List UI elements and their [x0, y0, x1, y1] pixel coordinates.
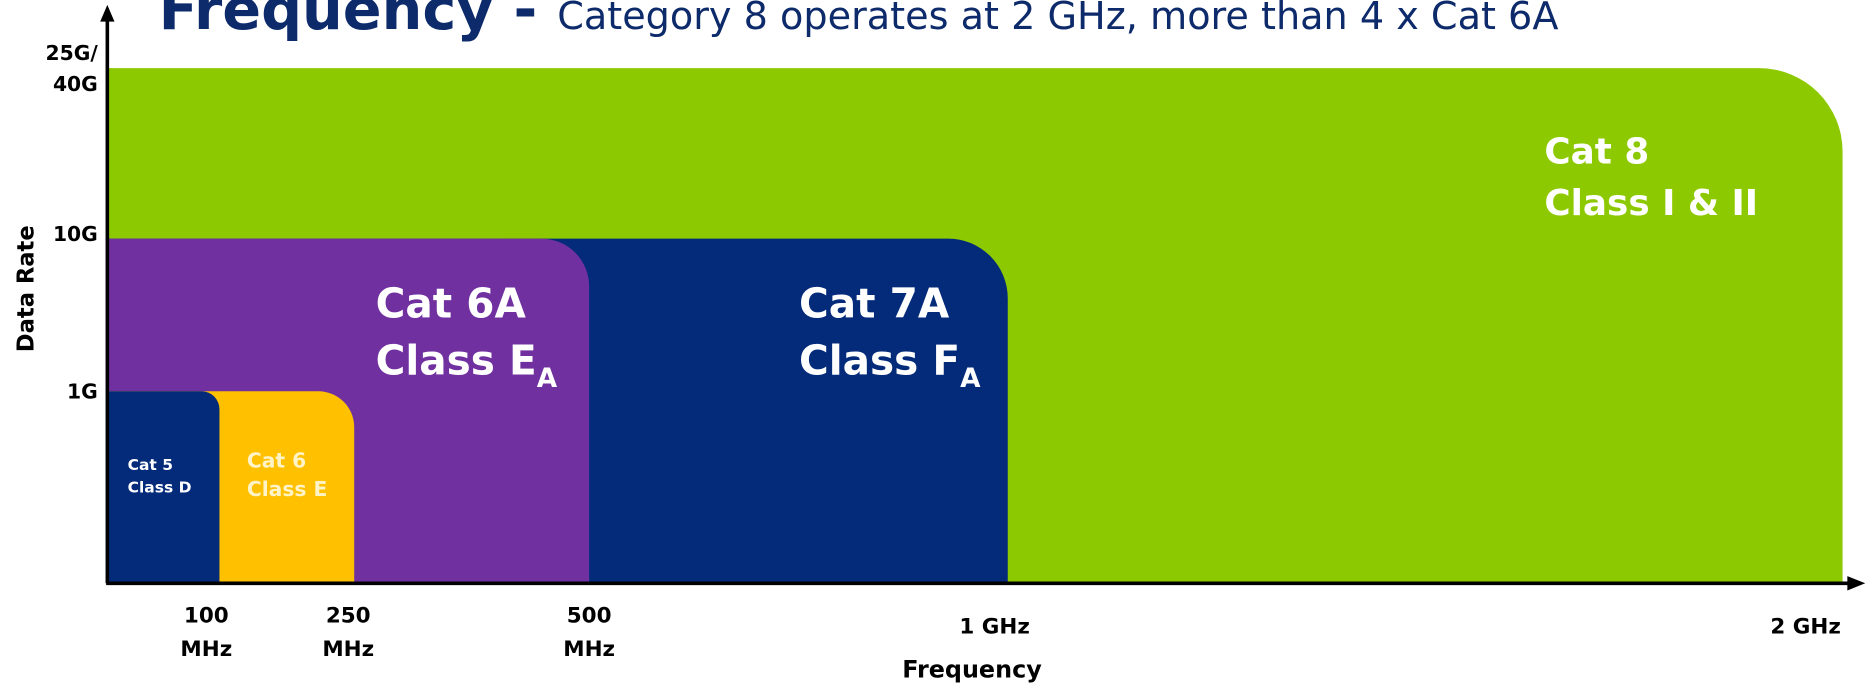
title: Frequency - Category 8 operates at 2 GHz…	[159, 0, 1559, 43]
region-label: Cat 8	[1544, 132, 1649, 173]
axes	[100, 4, 1866, 591]
y-tick-label: 40G	[53, 72, 98, 96]
region-label: Class E	[247, 477, 328, 501]
region-label: Cat 6A	[376, 279, 527, 327]
region-subscript: A	[537, 364, 558, 394]
y-tick-label: 1G	[67, 379, 98, 403]
x-tick-label: 2 GHz	[1770, 614, 1840, 639]
region-label: Class I & II	[1544, 183, 1758, 224]
region-label: Class D	[128, 479, 192, 497]
region-class: Class I & II	[1544, 183, 1758, 224]
region-subscript: A	[960, 364, 981, 394]
x-tick-label: 250	[326, 604, 371, 629]
title-sub: Category 8 operates at 2 GHz, more than …	[557, 0, 1558, 38]
region-class: Class E	[376, 337, 537, 385]
x-tick-label: MHz	[180, 637, 232, 662]
x-tick-label: MHz	[322, 637, 374, 662]
region-label: Class EA	[376, 337, 558, 394]
region	[107, 391, 220, 584]
region-class: Class D	[128, 479, 192, 497]
x-tick-label: 1 GHz	[959, 614, 1029, 639]
x-axis-label: Frequency	[902, 656, 1042, 684]
y-axis-label: Data Rate	[13, 225, 39, 352]
ticks: 25G/40G 10G 1G 100 MHz 250 MHz 500 MHz 1 GHz 2 GHz	[46, 41, 1841, 662]
region-label: Cat 5	[128, 456, 173, 474]
y-arrow	[100, 4, 115, 22]
region-label: Cat 6	[247, 449, 306, 473]
region-label: Class FA	[799, 337, 981, 394]
title-main: Frequency -	[159, 0, 558, 43]
region-class: Class E	[247, 477, 328, 501]
x-tick-label: MHz	[563, 637, 615, 662]
region-class: Class F	[799, 337, 960, 385]
y-tick-label: 10G	[53, 222, 98, 246]
x-arrow	[1847, 576, 1866, 591]
y-tick-label: 25G/	[46, 41, 99, 65]
region-label: Cat 7A	[799, 279, 950, 327]
x-tick-label: 500	[567, 604, 612, 629]
x-tick-label: 100	[184, 604, 229, 629]
